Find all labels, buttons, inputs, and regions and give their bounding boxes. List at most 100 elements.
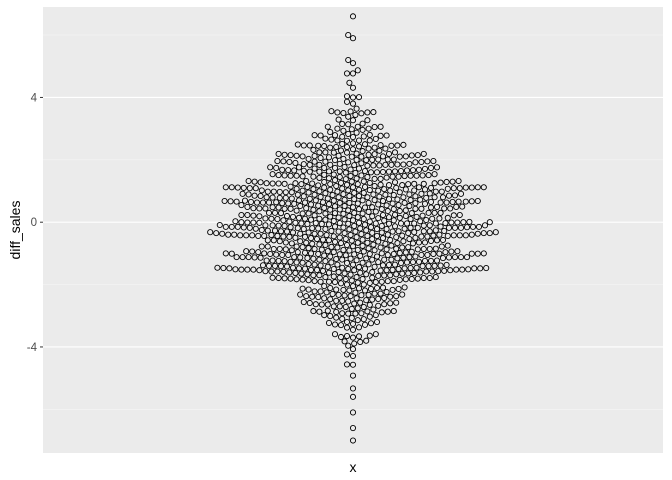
data-point (363, 255, 370, 262)
data-point (285, 251, 292, 258)
data-point (360, 216, 367, 223)
data-point (301, 199, 309, 206)
data-point (251, 192, 258, 199)
data-point (246, 224, 253, 231)
data-point (382, 145, 389, 152)
data-point (319, 267, 327, 274)
data-point (317, 230, 324, 237)
data-point (483, 264, 490, 272)
data-point (393, 293, 400, 300)
data-point (394, 196, 401, 203)
data-point (303, 205, 310, 212)
data-point (343, 281, 351, 288)
data-point (371, 182, 378, 190)
data-point (333, 286, 340, 293)
data-point (408, 248, 415, 255)
data-point (299, 285, 306, 292)
data-point (276, 194, 283, 201)
data-point (330, 249, 337, 256)
data-point (394, 240, 401, 247)
data-point (249, 248, 256, 255)
data-point (411, 180, 418, 187)
data-point (305, 155, 312, 162)
data-point (253, 199, 261, 206)
data-point (270, 188, 277, 195)
data-point (366, 179, 373, 186)
data-point (252, 185, 259, 192)
data-point (459, 203, 466, 210)
data-point (277, 228, 285, 235)
data-point (303, 293, 310, 300)
data-point (334, 188, 341, 195)
data-point (437, 262, 444, 269)
data-point (341, 270, 348, 277)
data-point (348, 178, 355, 185)
data-point (318, 246, 325, 253)
data-point (456, 185, 463, 192)
data-point (469, 223, 477, 230)
data-point (377, 123, 384, 130)
data-point (421, 239, 429, 246)
data-point (349, 134, 357, 141)
data-point (276, 188, 283, 195)
data-point (219, 230, 226, 237)
data-point (264, 243, 271, 250)
data-point (369, 156, 376, 163)
data-point (358, 310, 365, 317)
data-point (376, 193, 383, 200)
data-point (371, 247, 378, 254)
data-point (257, 192, 264, 200)
data-point (418, 158, 425, 166)
data-point (441, 227, 448, 234)
data-point (375, 259, 382, 266)
data-point (397, 260, 405, 267)
data-point (349, 100, 357, 107)
data-point (301, 265, 309, 272)
data-point (439, 255, 447, 262)
data-point (382, 191, 389, 198)
data-point (341, 196, 348, 203)
data-point (345, 310, 352, 317)
data-point (486, 230, 493, 237)
data-point (222, 223, 229, 230)
data-point (396, 250, 403, 257)
data-point (421, 165, 429, 172)
data-point (419, 172, 426, 179)
data-point (353, 257, 360, 264)
data-point (234, 184, 241, 191)
data-point (213, 230, 220, 237)
data-point (373, 232, 381, 239)
data-point (366, 218, 373, 225)
data-point (258, 226, 265, 234)
data-point (357, 225, 364, 232)
data-point (325, 319, 333, 326)
data-point (384, 308, 391, 315)
data-point (324, 307, 331, 314)
data-point (331, 132, 339, 139)
data-point (418, 233, 425, 240)
data-point (275, 204, 282, 211)
data-point (264, 227, 271, 234)
data-point (480, 184, 487, 191)
data-point (340, 246, 347, 254)
data-point (436, 250, 443, 257)
data-point (354, 200, 361, 207)
data-point (445, 254, 453, 261)
data-point (409, 240, 417, 247)
data-point (375, 156, 382, 163)
data-point (337, 240, 345, 247)
data-point (354, 279, 361, 286)
data-point (396, 207, 403, 215)
data-point (301, 233, 309, 240)
data-point (349, 84, 357, 91)
data-point (369, 204, 376, 211)
data-point (259, 262, 267, 269)
data-point (384, 278, 391, 285)
data-point (237, 232, 244, 239)
data-point (245, 191, 252, 198)
data-point (334, 137, 341, 144)
data-point (451, 224, 459, 231)
data-point (420, 150, 427, 157)
data-point (347, 271, 354, 278)
data-point (381, 294, 388, 302)
